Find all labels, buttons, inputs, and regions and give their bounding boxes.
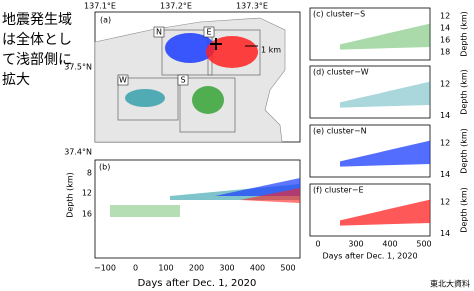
y-tick-label: 14 bbox=[440, 229, 450, 238]
y-tick-label: 12 bbox=[440, 198, 450, 207]
timeline-frame bbox=[94, 159, 301, 259]
caption-line: 地震発生域 bbox=[2, 12, 72, 28]
cluster-e-cloud bbox=[206, 36, 258, 68]
cluster-n-cloud bbox=[165, 33, 215, 63]
x-axis-title: Days after Dec. 1, 2020 bbox=[138, 278, 257, 289]
box-tag bbox=[153, 26, 165, 38]
panel-label: (e) cluster−N bbox=[313, 127, 367, 136]
map-panel: (a) 137.1°E 137.2°E 137.3°E 37.5°N 37.4°… bbox=[64, 2, 301, 157]
panel-label: (c) cluster−S bbox=[313, 10, 365, 19]
box-s bbox=[179, 77, 236, 133]
lon-tick-label: 137.2°E bbox=[160, 2, 192, 11]
panel-label: (a) bbox=[100, 16, 111, 25]
x-tick-label: 200 bbox=[189, 264, 204, 273]
cluster-s-cloud bbox=[192, 86, 224, 114]
y-tick-label: 16 bbox=[82, 210, 92, 219]
panel-label: (b) bbox=[99, 163, 110, 172]
cluster-x-ticks: 0 300 400 500 bbox=[315, 240, 431, 249]
y-axis-title: Depth (km) bbox=[460, 128, 469, 174]
y-axis-title: Depth (km) bbox=[460, 69, 469, 115]
y-axis-title: Depth (km) bbox=[460, 11, 469, 57]
y-tick-label: 12 bbox=[440, 80, 450, 89]
x-tick-label: 0 bbox=[315, 240, 320, 249]
lon-tick-label: 137.1°E bbox=[84, 2, 116, 11]
y-tick-label: 14 bbox=[440, 170, 450, 179]
cluster-w-cloud bbox=[125, 89, 165, 107]
box-label: E bbox=[206, 28, 211, 37]
box-label: S bbox=[180, 76, 185, 85]
y-axis-title: Depth (km) bbox=[66, 172, 75, 218]
green-band bbox=[110, 205, 180, 217]
y-tick-label: 8 bbox=[87, 169, 92, 178]
timeline-panel: (b) 8 12 16 Depth (km) −100 0 100 200 300 400… bbox=[66, 159, 301, 289]
caption: 地震発生域 は全体とし て浅部側に 拡大 bbox=[2, 12, 72, 88]
lon-tick-label: 137.3°E bbox=[236, 2, 268, 11]
x-ticks: −100 0 100 200 300 400 500 bbox=[94, 264, 296, 273]
lat-tick-label: 37.4°N bbox=[64, 148, 92, 157]
box-tag bbox=[117, 74, 129, 86]
y-tick-label: 14 bbox=[440, 111, 450, 120]
caption-line: て浅部側に bbox=[2, 52, 72, 68]
y-tick-label: 12 bbox=[440, 12, 450, 21]
caption-line: は全体とし bbox=[2, 31, 72, 48]
x-tick-label: 300 bbox=[348, 240, 363, 249]
lat-tick-label: 37.5°N bbox=[64, 63, 92, 72]
red-band bbox=[240, 188, 300, 203]
x-tick-label: 500 bbox=[416, 240, 431, 249]
x-tick-label: 500 bbox=[280, 264, 295, 273]
blue-band bbox=[215, 178, 300, 196]
epicenter bbox=[210, 38, 222, 50]
y-tick-label: 18 bbox=[440, 48, 450, 57]
panel-label: (f) cluster−E bbox=[313, 186, 364, 195]
y-tick-label: 14 bbox=[440, 24, 450, 33]
scale-label: 1 km bbox=[261, 46, 281, 55]
x-axis-title: Days after Dec. 1, 2020 bbox=[322, 252, 417, 261]
x-tick-label: 400 bbox=[382, 240, 397, 249]
cluster-frame bbox=[309, 65, 431, 119]
box-tag bbox=[203, 26, 215, 38]
box-label: N bbox=[156, 28, 162, 37]
x-tick-label: 0 bbox=[133, 264, 138, 273]
x-tick-label: 100 bbox=[158, 264, 173, 273]
cluster-cloud bbox=[340, 199, 430, 226]
y-tick-label: 12 bbox=[440, 139, 450, 148]
x-tick-label: −100 bbox=[94, 264, 116, 273]
box-w bbox=[117, 77, 179, 121]
y-tick-label: 12 bbox=[82, 189, 92, 198]
cluster-frame bbox=[309, 7, 431, 61]
x-tick-label: 300 bbox=[219, 264, 234, 273]
cluster-cloud bbox=[340, 81, 430, 108]
y-tick-label: 16 bbox=[440, 36, 450, 45]
panel-label: (d) cluster−W bbox=[313, 68, 369, 77]
source: 東北大資料 bbox=[430, 279, 470, 289]
box-tag bbox=[177, 74, 189, 86]
box-label: W bbox=[119, 76, 127, 85]
cluster-panels: (c) cluster−S 12 14 16 18 Depth (km) (d) clust… bbox=[309, 7, 469, 238]
cluster-cloud bbox=[340, 140, 430, 167]
caption-line: 拡大 bbox=[2, 72, 30, 88]
y-axis-title: Depth (km) bbox=[460, 187, 469, 233]
x-tick-label: 400 bbox=[250, 264, 265, 273]
cluster-cloud bbox=[340, 23, 430, 50]
